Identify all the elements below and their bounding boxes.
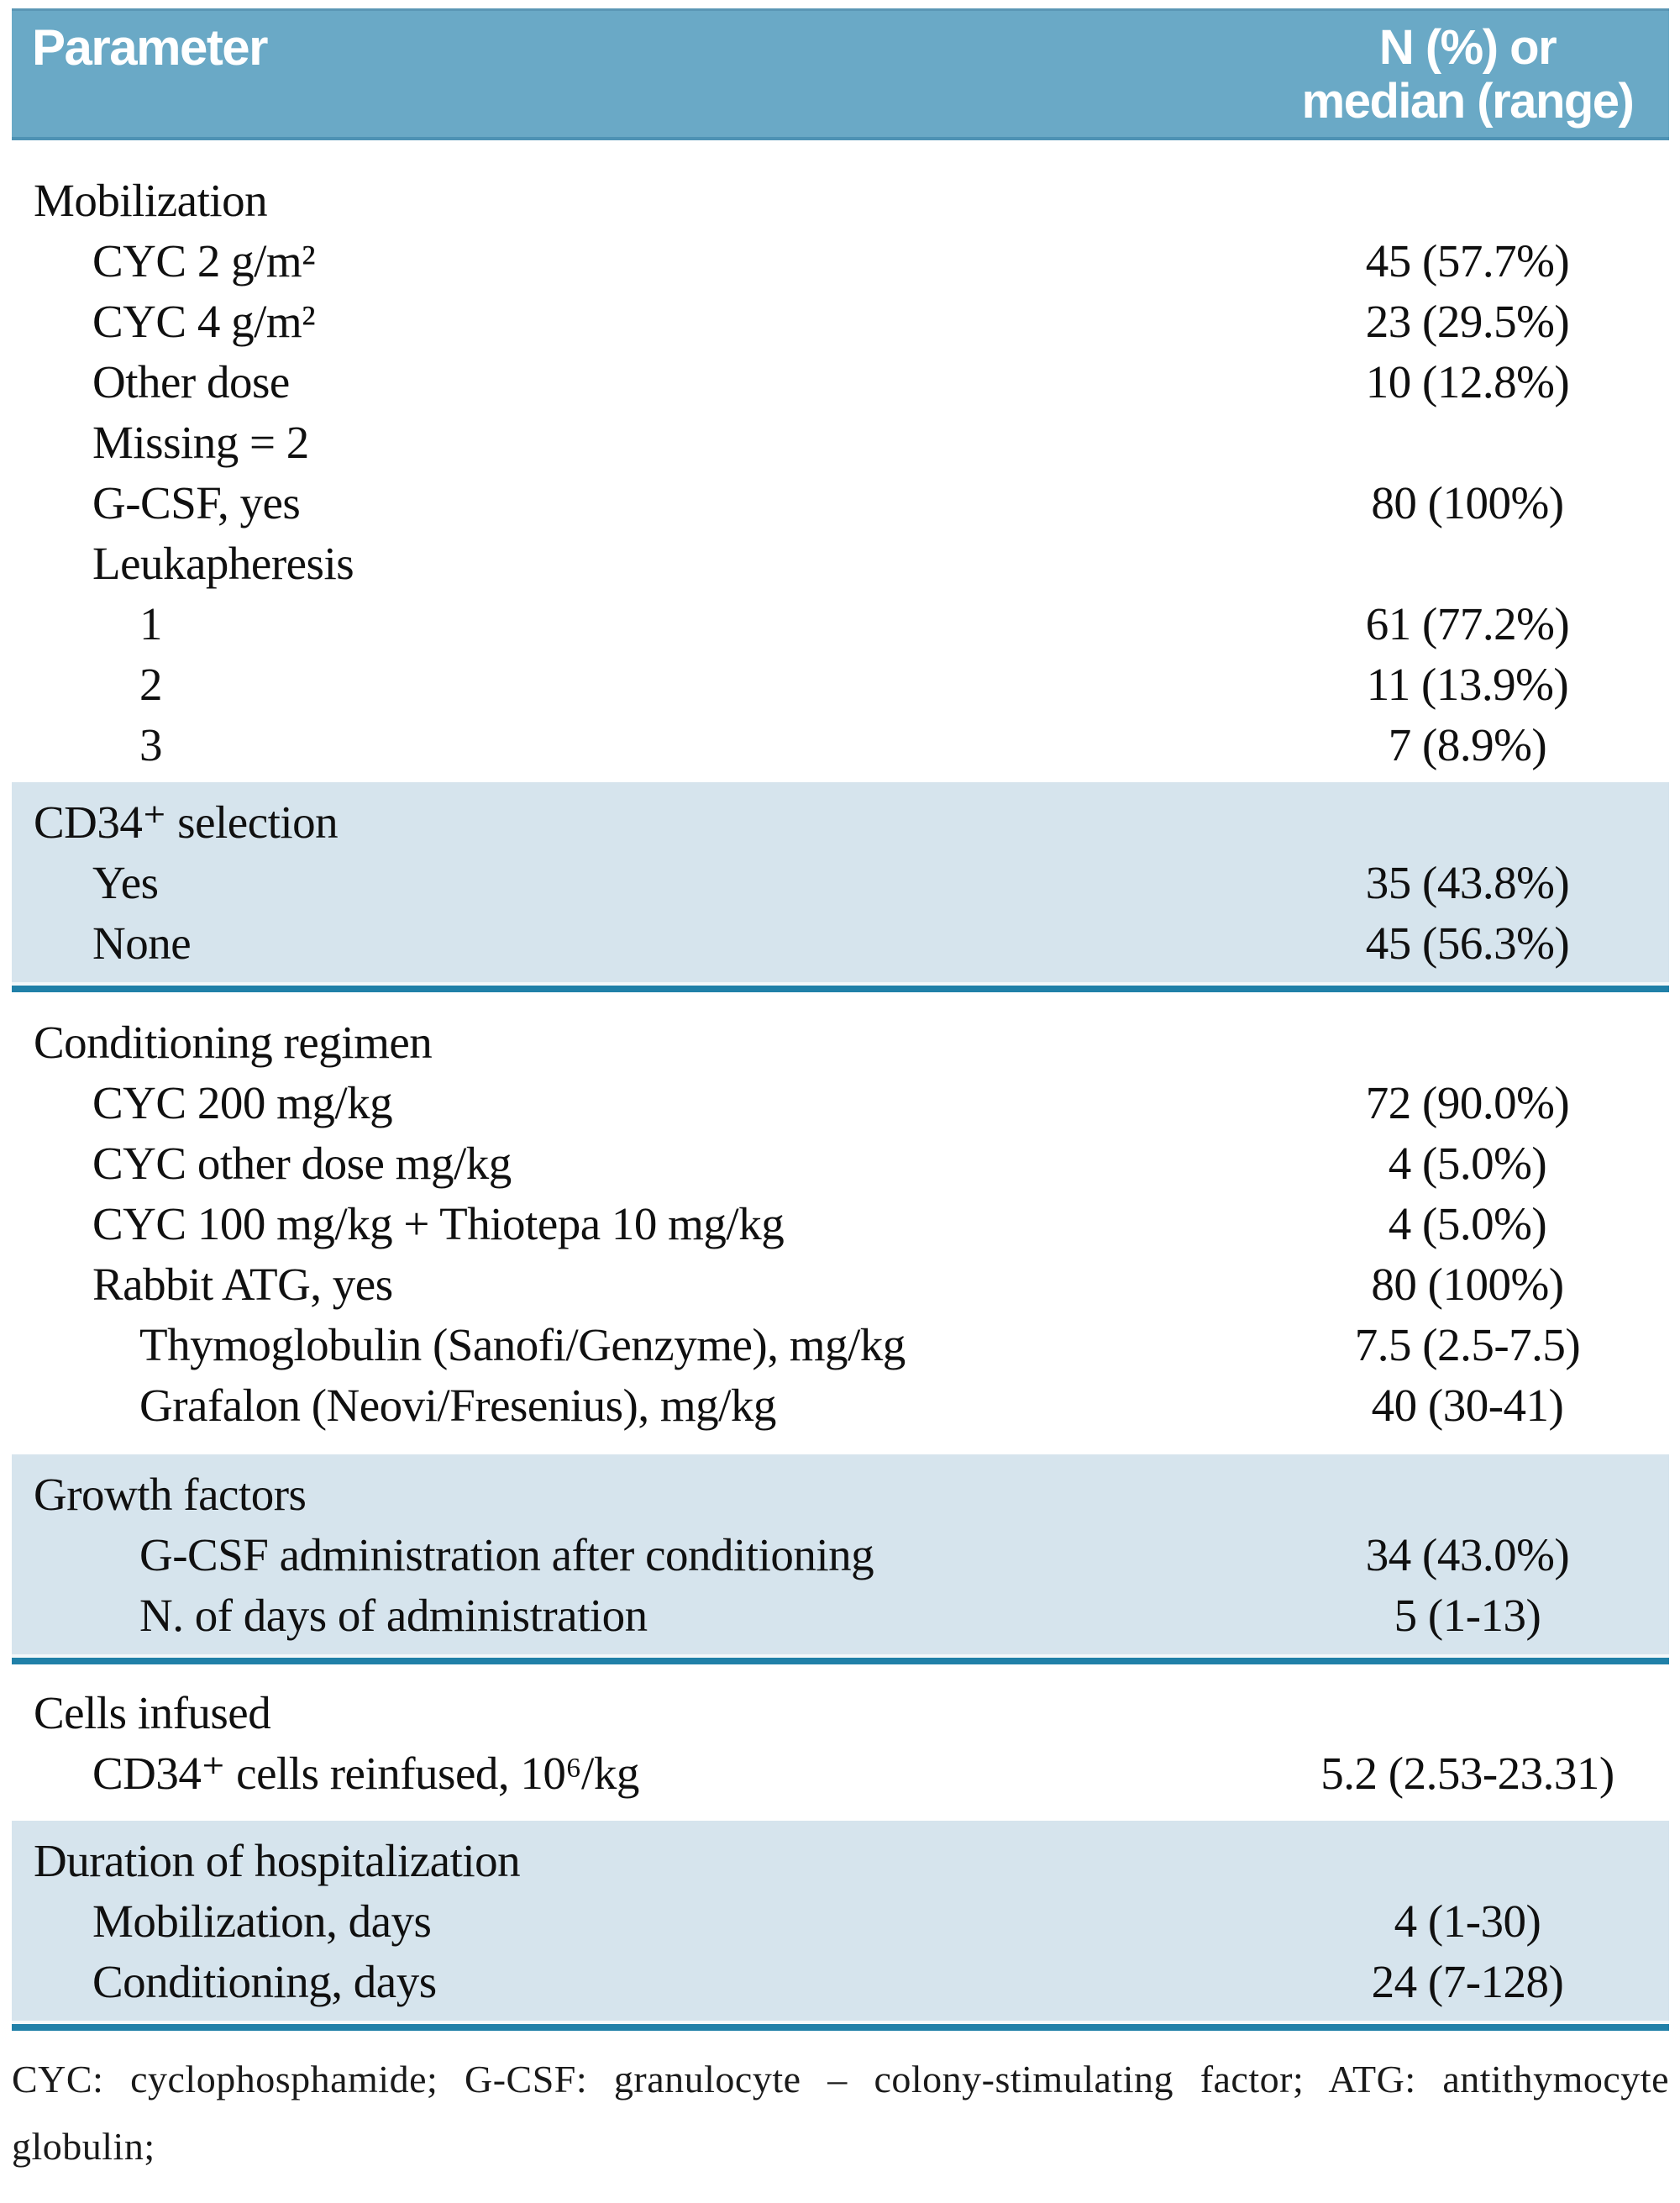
table-header: Parameter N (%) or median (range) — [12, 8, 1669, 140]
table-row: Cells infused — [12, 1683, 1669, 1743]
row-label: Thymoglobulin (Sanofi/Genzyme), mg/kg — [139, 1319, 906, 1370]
row-value — [1266, 1683, 1669, 1743]
row-label: CYC other dose mg/kg — [92, 1138, 512, 1189]
table-row: CYC 200 mg/kg 72 (90.0%) — [12, 1073, 1669, 1133]
row-value: 34 (43.0%) — [1365, 1529, 1570, 1580]
row-label: CD34⁺ selection — [34, 797, 339, 848]
table-row: Thymoglobulin (Sanofi/Genzyme), mg/kg 7.… — [12, 1315, 1669, 1375]
row-label: Mobilization, days — [92, 1895, 432, 1947]
row-label: Conditioning, days — [92, 1956, 437, 2007]
table-row: Conditioning, days 24 (7-128) — [12, 1952, 1669, 2012]
row-value — [1266, 413, 1669, 473]
row-label: N. of days of administration — [139, 1590, 648, 1641]
row-value — [1266, 792, 1669, 853]
row-label: Missing = 2 — [92, 417, 309, 468]
table-row: CYC 2 g/m² 45 (57.7%) — [12, 231, 1669, 292]
table-row: Mobilization, days 4 (1-30) — [12, 1891, 1669, 1952]
row-value: 7 (8.9%) — [1388, 719, 1547, 770]
table-row: 1 61 (77.2%) — [12, 594, 1669, 655]
results-table: Parameter N (%) or median (range) Mobili… — [12, 8, 1669, 2031]
header-value-line1: N (%) or — [1378, 20, 1557, 75]
row-value: 45 (56.3%) — [1365, 917, 1570, 969]
row-label: CYC 200 mg/kg — [92, 1077, 393, 1128]
table-row: N. of days of administration 5 (1-13) — [12, 1585, 1669, 1646]
row-label: Grafalon (Neovi/Fresenius), mg/kg — [139, 1380, 776, 1431]
table-row: Duration of hospitalization — [12, 1831, 1669, 1891]
table-section-conditioning-regimen: Conditioning regimen CYC 200 mg/kg 72 (9… — [12, 992, 1669, 1454]
row-value: 4 (5.0%) — [1388, 1138, 1547, 1189]
row-label: Rabbit ATG, yes — [92, 1259, 393, 1310]
row-value: 5 (1-13) — [1394, 1590, 1541, 1641]
row-label: Yes — [92, 857, 159, 908]
table-row: 3 7 (8.9%) — [12, 715, 1669, 776]
footnote-line: CYC: cyclophosphamide; G-CSF: granulocyt… — [12, 2058, 1669, 2100]
row-value: 35 (43.8%) — [1365, 857, 1570, 908]
row-value — [1266, 1464, 1669, 1525]
row-value: 10 (12.8%) — [1365, 356, 1570, 407]
header-value-line2: median (range) — [1301, 74, 1635, 129]
row-label: CYC 4 g/m² — [92, 296, 316, 347]
table-row: Mobilization — [12, 171, 1669, 231]
row-label: None — [92, 917, 192, 969]
row-label: Other dose — [92, 356, 290, 407]
table-section-cells-infused: Cells infused CD34⁺ cells reinfused, 10⁶… — [12, 1664, 1669, 1821]
table-row: None 45 (56.3%) — [12, 913, 1669, 974]
table-section-cd34-selection: CD34⁺ selection Yes 35 (43.8%) None 45 (… — [12, 782, 1669, 992]
table-row: G-CSF administration after conditioning … — [12, 1525, 1669, 1585]
table-row: Grafalon (Neovi/Fresenius), mg/kg 40 (30… — [12, 1375, 1669, 1436]
table-row: Missing = 2 — [12, 413, 1669, 473]
table-row: Conditioning regimen — [12, 1012, 1669, 1073]
row-label: Growth factors — [34, 1469, 307, 1520]
row-value: 80 (100%) — [1371, 477, 1564, 528]
row-label: G-CSF administration after conditioning — [139, 1529, 874, 1580]
row-label: Duration of hospitalization — [34, 1835, 521, 1886]
table-footnote: CYC: cyclophosphamide; G-CSF: granulocyt… — [12, 2046, 1669, 2180]
table-row: G-CSF, yes 80 (100%) — [12, 473, 1669, 534]
row-label: CD34⁺ cells reinfused, 10⁶/kg — [92, 1748, 639, 1799]
row-value: 45 (57.7%) — [1365, 235, 1570, 287]
table-row: 2 11 (13.9%) — [12, 655, 1669, 715]
row-label: Conditioning regimen — [34, 1017, 433, 1068]
table-row: Other dose 10 (12.8%) — [12, 352, 1669, 413]
table-row: Rabbit ATG, yes 80 (100%) — [12, 1254, 1669, 1315]
table-row: Yes 35 (43.8%) — [12, 853, 1669, 913]
table-section-duration-of-hospitalization: Duration of hospitalization Mobilization… — [12, 1821, 1669, 2031]
row-label: CYC 2 g/m² — [92, 235, 316, 287]
row-label: Leukapheresis — [92, 538, 354, 589]
header-value-label: N (%) or median (range) — [1266, 21, 1669, 129]
table-row: CD34⁺ cells reinfused, 10⁶/kg 5.2 (2.53-… — [12, 1743, 1669, 1804]
table-row: CYC 100 mg/kg + Thiotepa 10 mg/kg 4 (5.0… — [12, 1194, 1669, 1254]
row-label: 1 — [139, 598, 163, 649]
row-value: 40 (30-41) — [1371, 1380, 1564, 1431]
table-row: Growth factors — [12, 1464, 1669, 1525]
row-value: 4 (1-30) — [1394, 1895, 1541, 1947]
row-value: 61 (77.2%) — [1365, 598, 1570, 649]
row-label: 2 — [139, 659, 163, 710]
row-label: Cells infused — [34, 1687, 271, 1738]
row-label: 3 — [139, 719, 163, 770]
row-value: 4 (5.0%) — [1388, 1198, 1547, 1249]
row-label: G-CSF, yes — [92, 477, 301, 528]
footnote-line: globulin; — [12, 2125, 155, 2168]
row-value — [1266, 1831, 1669, 1891]
row-value: 72 (90.0%) — [1365, 1077, 1570, 1128]
table-row: CYC 4 g/m² 23 (29.5%) — [12, 292, 1669, 352]
row-value — [1266, 1012, 1669, 1073]
row-value — [1266, 534, 1669, 594]
table-row: CYC other dose mg/kg 4 (5.0%) — [12, 1133, 1669, 1194]
row-value: 23 (29.5%) — [1365, 296, 1570, 347]
table-row: CD34⁺ selection — [12, 792, 1669, 853]
table-row: Leukapheresis — [12, 534, 1669, 594]
row-value: 24 (7-128) — [1371, 1956, 1564, 2007]
table-section-growth-factors: Growth factors G-CSF administration afte… — [12, 1454, 1669, 1664]
row-value — [1266, 171, 1669, 231]
row-value: 80 (100%) — [1371, 1259, 1564, 1310]
row-value: 5.2 (2.53-23.31) — [1320, 1748, 1614, 1799]
row-label: Mobilization — [34, 175, 268, 226]
table-section-mobilization: Mobilization CYC 2 g/m² 45 (57.7%) CYC 4… — [12, 140, 1669, 782]
header-parameter-label: Parameter — [32, 19, 269, 76]
row-value: 11 (13.9%) — [1366, 659, 1569, 710]
row-value: 7.5 (2.5-7.5) — [1354, 1319, 1581, 1370]
row-label: CYC 100 mg/kg + Thiotepa 10 mg/kg — [92, 1198, 785, 1249]
